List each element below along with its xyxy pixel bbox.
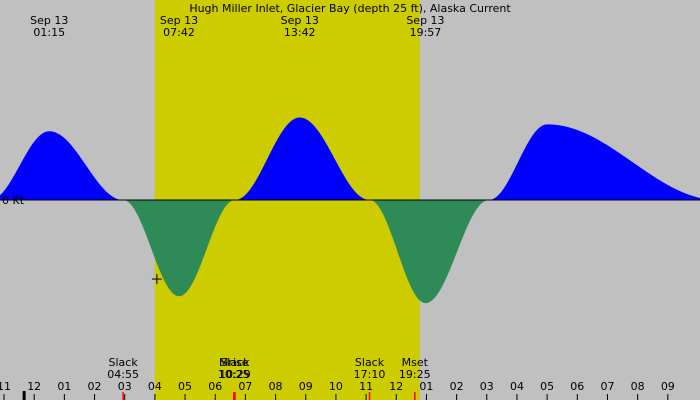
x-tick-label: 07 <box>238 380 252 393</box>
peak-date-label: Sep 13 <box>30 14 68 27</box>
x-tick-label: 06 <box>208 380 222 393</box>
x-tick-label: 11 <box>359 380 373 393</box>
peak-time-label: 07:42 <box>163 26 195 39</box>
event-time-label: 17:10 <box>354 368 386 381</box>
event-name-label: Slack <box>109 356 139 369</box>
peak-time-label: 01:15 <box>33 26 65 39</box>
x-tick-label: 05 <box>178 380 192 393</box>
x-tick-label: 08 <box>269 380 283 393</box>
event-time-label: 04:55 <box>107 368 139 381</box>
peak-time-label: 19:57 <box>410 26 442 39</box>
x-tick-label: 11 <box>0 380 11 393</box>
flood-area <box>0 117 700 200</box>
event-labels: Slack04:55Mrise10:25Slack10:29Slack17:10… <box>107 356 431 400</box>
peak-date-label: Sep 13 <box>406 14 444 27</box>
x-tick-label: 02 <box>88 380 102 393</box>
x-tick-label: 02 <box>450 380 464 393</box>
event-name-label: Slack <box>355 356 385 369</box>
x-tick-label: 03 <box>480 380 494 393</box>
x-tick-label: 01 <box>57 380 71 393</box>
x-tick-label: 04 <box>148 380 162 393</box>
x-tick-label: 12 <box>27 380 41 393</box>
x-tick-label: 09 <box>299 380 313 393</box>
x-tick-label: 09 <box>661 380 675 393</box>
event-time-label: 10:25 <box>218 368 250 381</box>
chart-title: Hugh Miller Inlet, Glacier Bay (depth 25… <box>189 2 511 15</box>
zero-label: 0 Kt <box>2 194 25 207</box>
event-name-label: Mrise <box>219 356 249 369</box>
peak-date-label: Sep 13 <box>281 14 319 27</box>
ebb-area <box>0 200 700 304</box>
peak-time-label: 13:42 <box>284 26 316 39</box>
event-name-label: Mset <box>402 356 429 369</box>
x-tick-label: 01 <box>419 380 433 393</box>
x-tick-label: 03 <box>118 380 132 393</box>
event-name-label: Slack <box>220 356 250 369</box>
crosshair-cursor <box>151 274 162 285</box>
x-tick-label: 05 <box>540 380 554 393</box>
x-tick-label: 12 <box>389 380 403 393</box>
x-tick-label: 07 <box>600 380 614 393</box>
event-time-label: 19:25 <box>399 368 431 381</box>
peak-date-label: Sep 13 <box>160 14 198 27</box>
current-areas <box>0 117 700 304</box>
x-tick-label: 10 <box>329 380 343 393</box>
x-tick-label: 04 <box>510 380 524 393</box>
x-tick-label: 08 <box>631 380 645 393</box>
event-time-label: 10:29 <box>219 368 251 381</box>
x-axis-ticks: 11 12 01 02 03 04 05 06 07 08 09 10 11 12 01 02 03 04 05 06… <box>0 380 675 400</box>
x-tick-label: 06 <box>570 380 584 393</box>
